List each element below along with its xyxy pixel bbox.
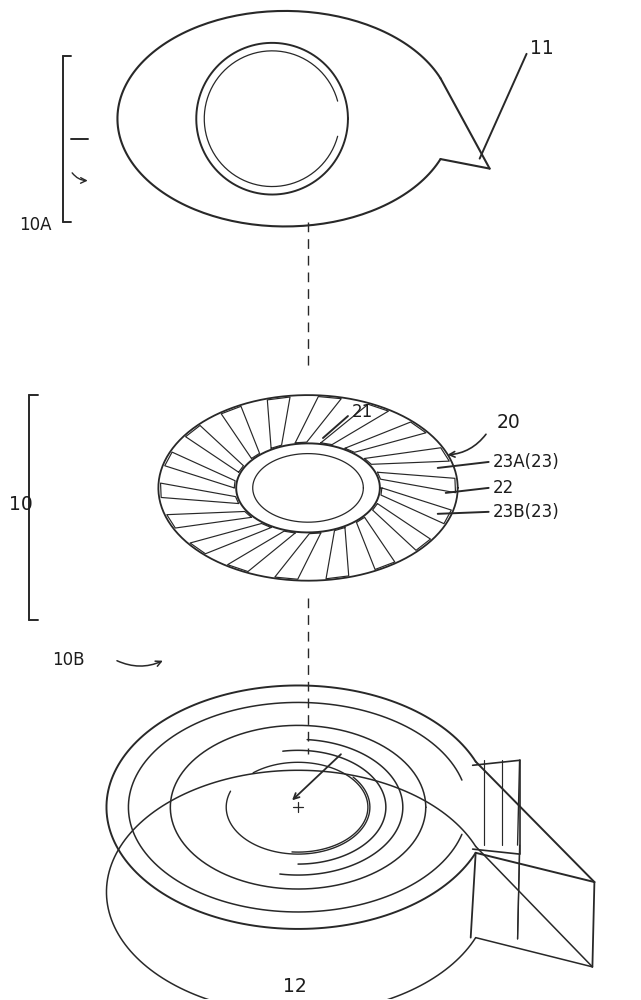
Text: 20: 20 [497,413,520,432]
Text: 21: 21 [352,403,373,421]
Text: 23A(23): 23A(23) [493,453,560,471]
Text: 10: 10 [9,495,33,514]
Text: 23B(23): 23B(23) [493,503,560,521]
Text: 10B: 10B [53,651,85,669]
Text: 12: 12 [283,977,307,996]
Text: 11: 11 [529,39,553,58]
Text: 10A: 10A [19,216,51,234]
Text: 22: 22 [493,479,514,497]
